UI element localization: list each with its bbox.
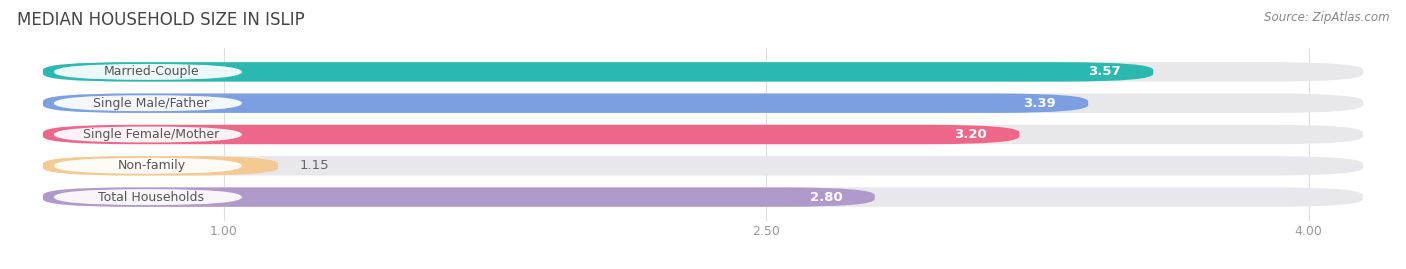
FancyBboxPatch shape [1059,65,1150,79]
FancyBboxPatch shape [53,189,242,205]
Text: 3.39: 3.39 [1024,97,1056,110]
FancyBboxPatch shape [44,125,1019,144]
FancyBboxPatch shape [994,96,1084,110]
FancyBboxPatch shape [53,64,242,80]
FancyBboxPatch shape [925,128,1015,141]
Text: 1.15: 1.15 [299,159,329,172]
Text: Single Male/Father: Single Male/Father [93,97,209,110]
FancyBboxPatch shape [44,156,278,175]
Text: 3.57: 3.57 [1088,65,1121,78]
FancyBboxPatch shape [53,95,242,111]
FancyBboxPatch shape [53,126,242,143]
Text: 2.80: 2.80 [810,191,842,204]
FancyBboxPatch shape [44,62,1153,82]
FancyBboxPatch shape [44,187,875,207]
Text: Total Households: Total Households [98,191,204,204]
FancyBboxPatch shape [44,156,1362,175]
FancyBboxPatch shape [44,187,1362,207]
FancyBboxPatch shape [44,94,1088,113]
FancyBboxPatch shape [53,158,242,174]
Text: Married-Couple: Married-Couple [104,65,200,78]
Text: MEDIAN HOUSEHOLD SIZE IN ISLIP: MEDIAN HOUSEHOLD SIZE IN ISLIP [17,11,305,29]
Text: Source: ZipAtlas.com: Source: ZipAtlas.com [1264,11,1389,24]
Text: Non-family: Non-family [118,159,186,172]
FancyBboxPatch shape [44,125,1362,144]
FancyBboxPatch shape [44,62,1362,82]
FancyBboxPatch shape [44,94,1362,113]
Text: 3.20: 3.20 [955,128,987,141]
Text: Single Female/Mother: Single Female/Mother [83,128,219,141]
FancyBboxPatch shape [780,190,872,204]
